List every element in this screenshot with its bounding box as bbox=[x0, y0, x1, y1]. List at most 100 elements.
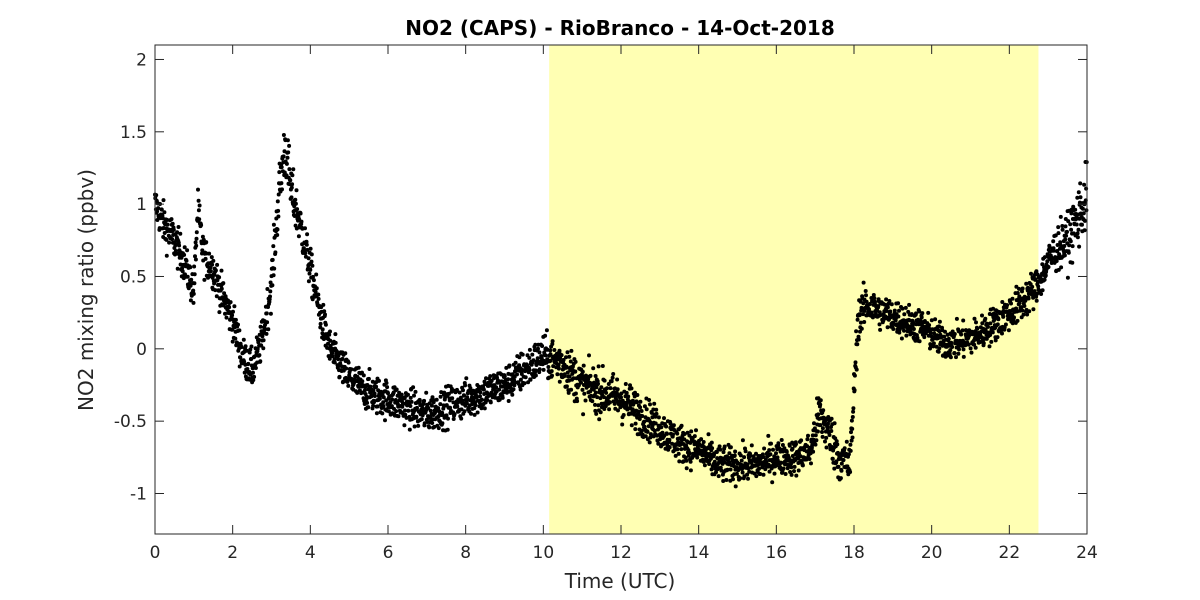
data-point bbox=[567, 354, 572, 359]
data-point bbox=[367, 367, 372, 371]
data-point bbox=[337, 374, 342, 379]
data-point bbox=[265, 287, 270, 291]
data-point bbox=[364, 394, 369, 399]
data-point bbox=[652, 401, 657, 406]
data-point bbox=[995, 322, 1000, 327]
data-point bbox=[1056, 231, 1061, 236]
data-point bbox=[832, 421, 837, 426]
data-point bbox=[428, 408, 433, 413]
data-point bbox=[372, 394, 377, 398]
data-point bbox=[170, 237, 175, 242]
data-point bbox=[911, 327, 916, 331]
data-point bbox=[546, 365, 551, 369]
data-point bbox=[191, 288, 196, 293]
data-point bbox=[1073, 207, 1078, 212]
data-point bbox=[794, 442, 798, 447]
data-point bbox=[675, 431, 680, 436]
data-point bbox=[188, 283, 193, 288]
data-point bbox=[885, 305, 890, 310]
data-point bbox=[394, 409, 399, 414]
data-point bbox=[199, 223, 204, 228]
data-point bbox=[192, 264, 197, 269]
data-point bbox=[344, 366, 349, 371]
data-point bbox=[1006, 328, 1011, 333]
data-point bbox=[408, 395, 413, 400]
data-point bbox=[988, 321, 993, 326]
data-point bbox=[192, 281, 197, 286]
data-point bbox=[702, 463, 707, 468]
data-point bbox=[1009, 301, 1013, 306]
data-point bbox=[408, 404, 413, 408]
data-point bbox=[656, 441, 661, 446]
data-point bbox=[374, 384, 379, 389]
data-point bbox=[733, 484, 738, 489]
data-point bbox=[583, 398, 588, 403]
data-point bbox=[424, 390, 429, 395]
data-point bbox=[233, 336, 238, 341]
data-point bbox=[1059, 265, 1064, 270]
data-point bbox=[196, 187, 200, 192]
data-point bbox=[537, 350, 542, 355]
shaded-daytime-region bbox=[549, 45, 1039, 534]
data-point bbox=[306, 279, 311, 284]
data-point bbox=[1054, 259, 1059, 263]
data-point bbox=[653, 421, 658, 426]
data-point bbox=[430, 421, 435, 425]
data-point bbox=[936, 349, 941, 354]
data-point bbox=[533, 342, 538, 347]
data-point bbox=[1082, 182, 1087, 187]
data-point bbox=[327, 356, 332, 361]
data-point bbox=[255, 346, 260, 351]
data-point bbox=[570, 371, 575, 376]
data-point bbox=[403, 408, 407, 413]
data-point bbox=[1070, 260, 1075, 265]
data-point bbox=[707, 462, 712, 466]
data-point bbox=[527, 347, 532, 352]
data-point bbox=[320, 327, 325, 332]
data-point bbox=[850, 435, 855, 440]
data-point bbox=[518, 387, 523, 392]
data-point bbox=[440, 412, 445, 417]
data-point bbox=[904, 333, 909, 338]
data-point bbox=[705, 454, 709, 459]
data-point bbox=[716, 474, 721, 479]
data-point bbox=[779, 438, 784, 442]
data-point bbox=[264, 311, 269, 316]
data-point bbox=[341, 379, 346, 384]
data-point bbox=[848, 470, 853, 474]
data-point bbox=[1031, 307, 1036, 312]
data-point bbox=[528, 377, 533, 382]
data-point bbox=[784, 449, 789, 454]
data-point bbox=[573, 359, 578, 364]
data-point bbox=[482, 406, 487, 411]
data-point bbox=[268, 311, 273, 316]
data-point bbox=[1063, 237, 1068, 242]
data-point bbox=[511, 387, 516, 392]
data-point bbox=[328, 329, 332, 334]
data-point bbox=[842, 446, 847, 451]
data-point bbox=[488, 374, 493, 379]
data-point bbox=[239, 345, 244, 350]
data-point bbox=[824, 435, 829, 440]
data-point bbox=[623, 382, 628, 386]
data-point bbox=[861, 280, 866, 285]
data-point bbox=[231, 309, 235, 314]
data-point bbox=[597, 417, 602, 422]
data-point bbox=[1034, 269, 1039, 274]
data-point bbox=[832, 466, 837, 471]
data-point bbox=[461, 388, 465, 393]
data-point bbox=[281, 133, 286, 137]
data-point bbox=[270, 257, 275, 262]
data-point bbox=[815, 429, 820, 434]
chart-title: NO2 (CAPS) - RioBranco - 14-Oct-2018 bbox=[405, 16, 835, 40]
data-point bbox=[191, 300, 196, 305]
data-point bbox=[299, 219, 304, 224]
data-point bbox=[1053, 233, 1058, 238]
data-point bbox=[844, 439, 849, 444]
data-point bbox=[620, 422, 625, 427]
data-point bbox=[697, 442, 702, 447]
data-point bbox=[232, 304, 237, 309]
data-point bbox=[794, 473, 799, 478]
data-point bbox=[715, 456, 720, 461]
data-point bbox=[381, 400, 386, 405]
